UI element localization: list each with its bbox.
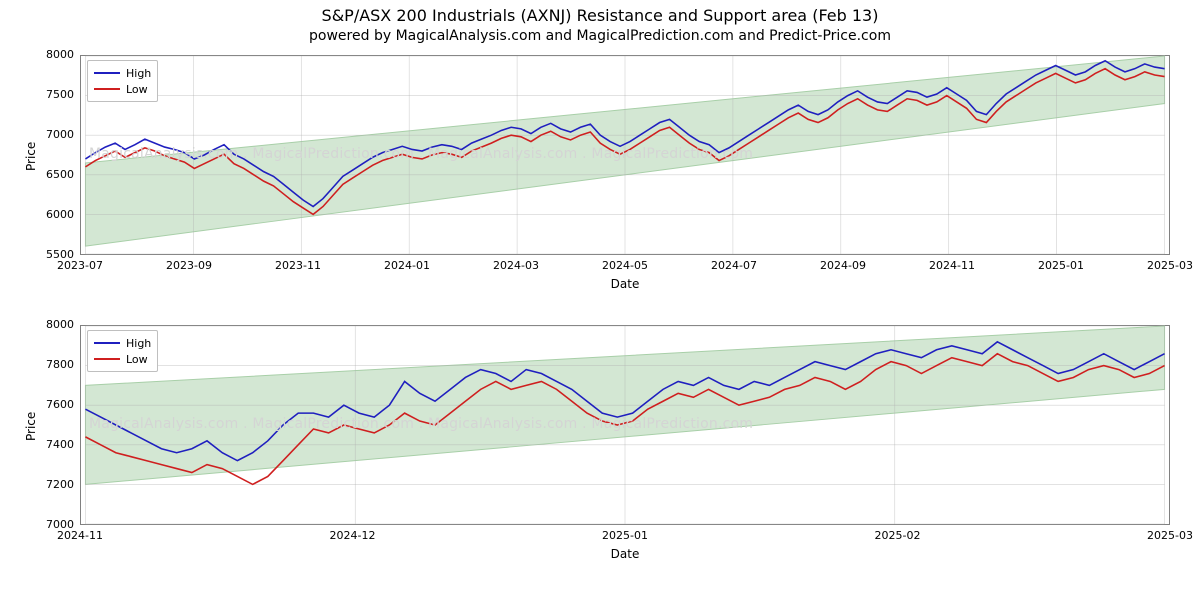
y-axis-label-bottom: Price (24, 412, 38, 441)
plot-area-top (81, 56, 1169, 254)
legend-swatch-low (94, 358, 120, 360)
y-tick-label: 7400 (34, 438, 74, 451)
chart-panel-bottom: High Low MagicalAnalysis.com . MagicalPr… (80, 325, 1170, 525)
x-tick-label: 2024-03 (488, 259, 544, 272)
x-tick-label: 2025-01 (597, 529, 653, 542)
figure: S&P/ASX 200 Industrials (AXNJ) Resistanc… (0, 0, 1200, 600)
legend-bottom: High Low (87, 330, 158, 372)
x-tick-label: 2024-12 (325, 529, 381, 542)
y-axis-label-top: Price (24, 142, 38, 171)
y-tick-label: 7800 (34, 358, 74, 371)
legend-label-low: Low (126, 353, 148, 366)
x-tick-label: 2024-07 (706, 259, 762, 272)
plot-area-bottom (81, 326, 1169, 524)
legend-item-low: Low (94, 81, 151, 97)
y-tick-label: 7600 (34, 398, 74, 411)
legend-label-high: High (126, 337, 151, 350)
x-tick-label: 2024-05 (597, 259, 653, 272)
legend-label-high: High (126, 67, 151, 80)
y-tick-label: 7200 (34, 478, 74, 491)
y-tick-label: 7000 (34, 128, 74, 141)
legend-item-high: High (94, 65, 151, 81)
x-tick-label: 2023-11 (270, 259, 326, 272)
x-tick-label: 2025-03 (1142, 259, 1198, 272)
x-axis-label-bottom: Date (80, 547, 1170, 561)
y-tick-label: 7500 (34, 88, 74, 101)
y-tick-label: 8000 (34, 48, 74, 61)
chart-subtitle: powered by MagicalAnalysis.com and Magic… (0, 28, 1200, 44)
x-tick-label: 2025-01 (1033, 259, 1089, 272)
legend-label-low: Low (126, 83, 148, 96)
legend-top: High Low (87, 60, 158, 102)
x-axis-label-top: Date (80, 277, 1170, 291)
chart-title: S&P/ASX 200 Industrials (AXNJ) Resistanc… (0, 6, 1200, 25)
x-tick-label: 2024-09 (815, 259, 871, 272)
x-tick-label: 2024-11 (52, 529, 108, 542)
y-tick-label: 6000 (34, 208, 74, 221)
legend-swatch-low (94, 88, 120, 90)
legend-swatch-high (94, 342, 120, 344)
x-tick-label: 2023-09 (161, 259, 217, 272)
chart-panel-top: High Low MagicalAnalysis.com . MagicalPr… (80, 55, 1170, 255)
y-tick-label: 6500 (34, 168, 74, 181)
y-tick-label: 8000 (34, 318, 74, 331)
x-tick-label: 2024-11 (924, 259, 980, 272)
legend-swatch-high (94, 72, 120, 74)
x-tick-label: 2023-07 (52, 259, 108, 272)
x-tick-label: 2025-03 (1142, 529, 1198, 542)
x-tick-label: 2025-02 (870, 529, 926, 542)
legend-item-low: Low (94, 351, 151, 367)
legend-item-high: High (94, 335, 151, 351)
x-tick-label: 2024-01 (379, 259, 435, 272)
